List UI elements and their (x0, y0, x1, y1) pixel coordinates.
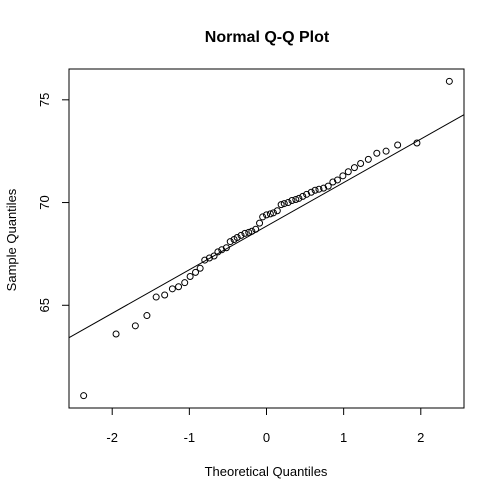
x-axis-title: Theoretical Quantiles (205, 464, 328, 479)
data-point (259, 213, 267, 221)
data-point (210, 252, 218, 260)
data-point (245, 228, 253, 236)
data-point (311, 186, 319, 194)
data-point (196, 264, 204, 272)
data-point (288, 196, 296, 204)
data-point (252, 225, 260, 233)
data-point (222, 244, 230, 252)
x-axis: -2 -1 0 1 2 (106, 407, 424, 445)
data-point (329, 178, 337, 186)
data-point (233, 233, 241, 241)
data-points (80, 77, 453, 400)
x-tick-label: -1 (184, 430, 196, 445)
data-point (205, 254, 213, 262)
chart-title: Normal Q-Q Plot (205, 29, 330, 46)
data-point (373, 149, 381, 157)
data-point (382, 147, 390, 155)
y-tick-label: 65 (37, 298, 52, 312)
data-point (263, 211, 270, 219)
x-tick-label: 2 (417, 430, 424, 445)
data-point (152, 293, 160, 301)
data-point (181, 279, 189, 287)
data-point (168, 285, 176, 293)
y-axis: 65 70 75 (37, 93, 70, 313)
x-tick-label: 1 (340, 430, 347, 445)
y-tick-label: 70 (37, 195, 52, 209)
data-point (307, 188, 315, 196)
data-point (280, 200, 288, 208)
data-point (201, 256, 209, 264)
data-point (131, 322, 139, 330)
data-point (357, 160, 365, 168)
data-point (269, 209, 277, 217)
data-point (350, 164, 358, 172)
data-point (241, 229, 249, 237)
data-point (248, 227, 256, 235)
data-point (324, 182, 332, 190)
plot-frame (68, 68, 465, 409)
data-point (413, 139, 421, 147)
data-point (214, 248, 222, 256)
x-tick-label: 0 (263, 430, 270, 445)
data-point (315, 185, 323, 193)
data-point (295, 194, 303, 202)
data-point (192, 268, 200, 276)
data-point (320, 184, 328, 192)
data-point (175, 283, 183, 291)
data-point (161, 291, 169, 299)
data-point (112, 330, 120, 338)
data-point (299, 192, 307, 200)
y-tick-label: 75 (37, 93, 52, 107)
data-point (445, 77, 453, 85)
data-point (80, 392, 88, 400)
data-point (266, 210, 274, 218)
data-point (344, 168, 352, 176)
data-point (256, 219, 264, 227)
data-point (237, 231, 245, 239)
data-point (186, 273, 194, 281)
qq-reference-line (68, 114, 465, 339)
data-point (143, 312, 151, 320)
data-point (226, 238, 234, 246)
data-point (364, 155, 372, 163)
data-point (339, 172, 347, 180)
data-point (333, 176, 341, 184)
data-point (292, 195, 300, 203)
data-point (284, 199, 292, 207)
data-point (394, 141, 402, 149)
y-axis-title: Sample Quantiles (4, 188, 19, 291)
data-point (277, 201, 285, 209)
data-point (303, 190, 311, 198)
data-point (218, 246, 226, 254)
data-point (273, 207, 281, 215)
x-tick-label: -2 (106, 430, 118, 445)
